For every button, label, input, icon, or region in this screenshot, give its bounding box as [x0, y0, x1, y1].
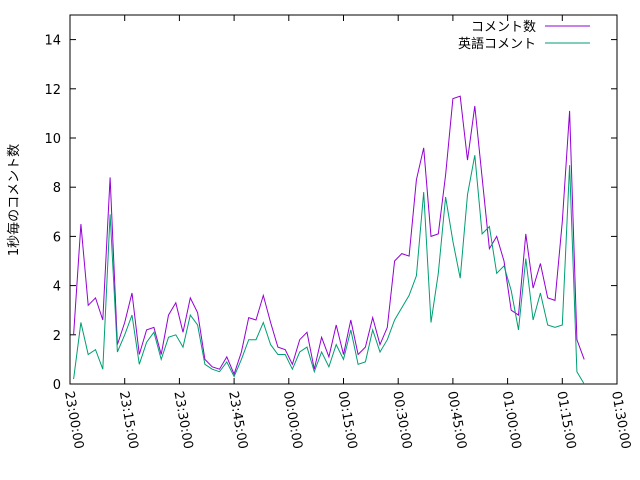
- x-tick-label: 00:45:00: [444, 390, 469, 450]
- x-tick-label: 00:15:00: [335, 390, 360, 450]
- y-axis-label: 1秒毎のコメント数: [6, 144, 22, 256]
- x-tick-label: 00:00:00: [280, 390, 305, 450]
- legend-label: 英語コメント: [458, 36, 536, 52]
- legend-label: コメント数: [471, 20, 536, 35]
- x-tick-label: 23:15:00: [116, 390, 141, 450]
- y-tick-label: 2: [53, 329, 61, 344]
- plot-frame: [69, 14, 618, 385]
- y-tick-label: 6: [53, 230, 61, 245]
- y-tick-label: 12: [44, 83, 61, 98]
- data-line: [73, 95, 585, 376]
- x-tick-label: 23:00:00: [61, 390, 86, 450]
- x-tick-label: 01:15:00: [553, 390, 578, 450]
- y-tick-label: 14: [44, 34, 61, 49]
- x-tick-label: 01:00:00: [499, 390, 524, 450]
- x-tick-label: 23:45:00: [225, 390, 250, 450]
- x-tick-label: 23:30:00: [170, 390, 195, 450]
- y-tick-label: 4: [53, 280, 61, 295]
- y-tick-label: 8: [53, 181, 61, 196]
- x-tick-label: 00:30:00: [389, 390, 414, 450]
- y-tick-label: 0: [53, 378, 61, 393]
- y-tick-label: 10: [44, 132, 61, 147]
- data-line: [73, 155, 585, 385]
- x-tick-label: 01:30:00: [608, 390, 633, 450]
